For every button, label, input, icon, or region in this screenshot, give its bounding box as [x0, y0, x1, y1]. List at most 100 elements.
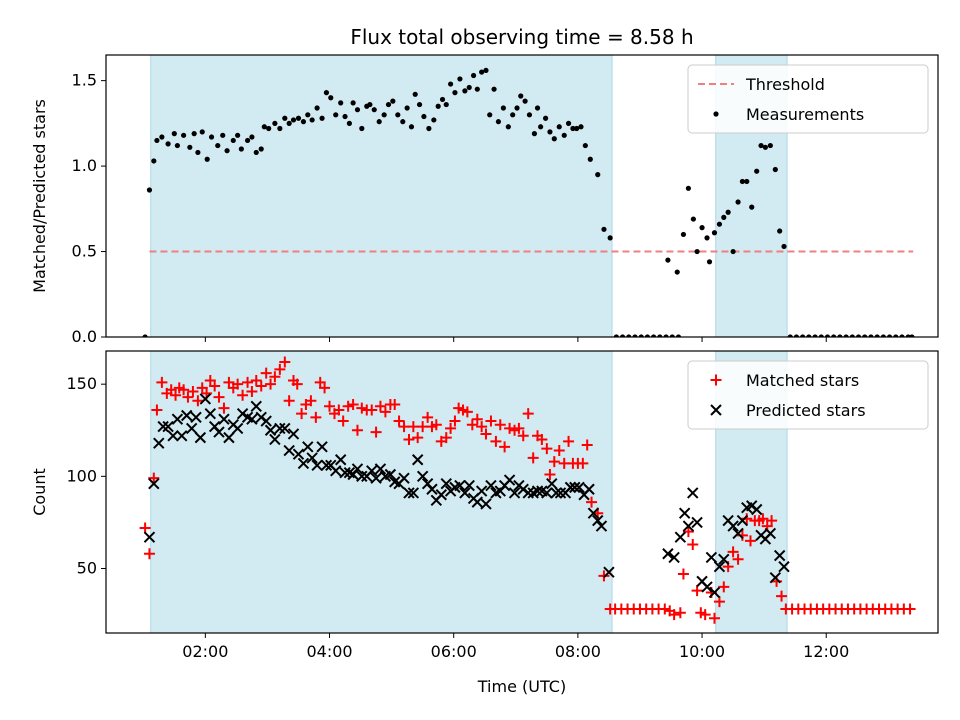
- data-point: [694, 248, 700, 255]
- data-point: [153, 437, 165, 449]
- data-point: [151, 404, 163, 416]
- data-point: [213, 426, 225, 438]
- data-point: [582, 142, 588, 149]
- data-point: [143, 548, 155, 560]
- data-point: [776, 590, 788, 602]
- data-point: [416, 101, 423, 108]
- data-point: [351, 424, 363, 436]
- data-point: [793, 334, 800, 337]
- data-point: [909, 334, 915, 337]
- series-measurements: [142, 67, 915, 337]
- data-point: [356, 470, 368, 483]
- data-point: [439, 96, 446, 103]
- data-point: [495, 119, 502, 125]
- data-point: [547, 129, 553, 135]
- data-point: [350, 100, 356, 106]
- data-point: [812, 334, 818, 337]
- legend-label: Threshold: [745, 75, 825, 94]
- data-point: [474, 86, 480, 92]
- data-point: [505, 124, 511, 130]
- data-point: [452, 90, 458, 96]
- data-point: [479, 69, 485, 75]
- data-point: [305, 395, 317, 407]
- data-point: [246, 413, 258, 425]
- data-point: [675, 334, 682, 337]
- data-point: [518, 93, 524, 99]
- data-point: [181, 409, 193, 422]
- data-point: [191, 131, 197, 137]
- data-point: [725, 209, 731, 215]
- data-point: [550, 487, 562, 499]
- data-point: [314, 376, 326, 388]
- data-point: [837, 334, 843, 337]
- data-point: [893, 334, 899, 337]
- data-point: [231, 422, 244, 435]
- data-point: [389, 398, 401, 410]
- data-point: [595, 172, 601, 178]
- data-point: [194, 431, 207, 444]
- data-point: [843, 334, 849, 337]
- y-tick-label: 0.0: [72, 327, 97, 346]
- data-point: [447, 81, 454, 87]
- data-point: [551, 136, 557, 142]
- data-point: [541, 443, 553, 455]
- data-point: [669, 334, 675, 337]
- data-point: [777, 228, 783, 234]
- x-tick-label: 02:00: [182, 642, 228, 661]
- axes-frame: [105, 350, 939, 634]
- data-point: [514, 105, 520, 111]
- data-point: [778, 560, 790, 573]
- data-point: [662, 548, 674, 560]
- data-point: [586, 496, 598, 508]
- data-point: [508, 487, 521, 499]
- data-point: [146, 187, 153, 193]
- data-point: [556, 124, 562, 130]
- data-point: [466, 84, 472, 91]
- data-point: [148, 477, 160, 490]
- data-point: [510, 112, 516, 118]
- data-point: [553, 445, 565, 457]
- data-point: [613, 334, 619, 337]
- data-point: [230, 137, 236, 144]
- data-point: [266, 125, 272, 132]
- data-point: [261, 124, 267, 130]
- data-point: [541, 487, 553, 499]
- x-tick-label: 10:00: [679, 642, 725, 661]
- data-point: [757, 513, 769, 525]
- data-point: [674, 269, 680, 275]
- data-point: [192, 395, 204, 407]
- data-point: [330, 465, 342, 477]
- data-point: [187, 386, 199, 398]
- data-point: [831, 334, 837, 337]
- data-point: [542, 115, 549, 121]
- data-point: [287, 428, 300, 440]
- data-point: [356, 402, 368, 414]
- data-point: [767, 142, 773, 149]
- legend-box: [687, 64, 929, 134]
- data-point: [209, 380, 221, 392]
- data-point: [195, 149, 201, 156]
- data-point: [393, 415, 405, 427]
- data-point: [459, 487, 471, 499]
- data-point: [376, 119, 382, 125]
- data-point: [849, 334, 855, 337]
- data-point: [862, 334, 868, 337]
- data-point: [531, 485, 544, 497]
- data-point: [381, 112, 387, 118]
- data-point: [461, 406, 473, 418]
- data-point: [674, 531, 687, 543]
- data-point: [548, 456, 560, 468]
- data-point: [291, 378, 303, 390]
- x-tick-label: 08:00: [555, 642, 601, 661]
- data-point: [367, 101, 373, 108]
- x-tick-label: 04:00: [306, 642, 352, 661]
- data-point: [199, 393, 212, 405]
- data-point: [772, 166, 778, 173]
- data-point: [657, 334, 663, 337]
- data-point: [480, 428, 492, 440]
- data-point: [346, 120, 352, 126]
- data-point: [739, 178, 746, 185]
- data-point: [787, 334, 793, 337]
- data-point: [680, 231, 687, 238]
- data-point: [223, 376, 235, 388]
